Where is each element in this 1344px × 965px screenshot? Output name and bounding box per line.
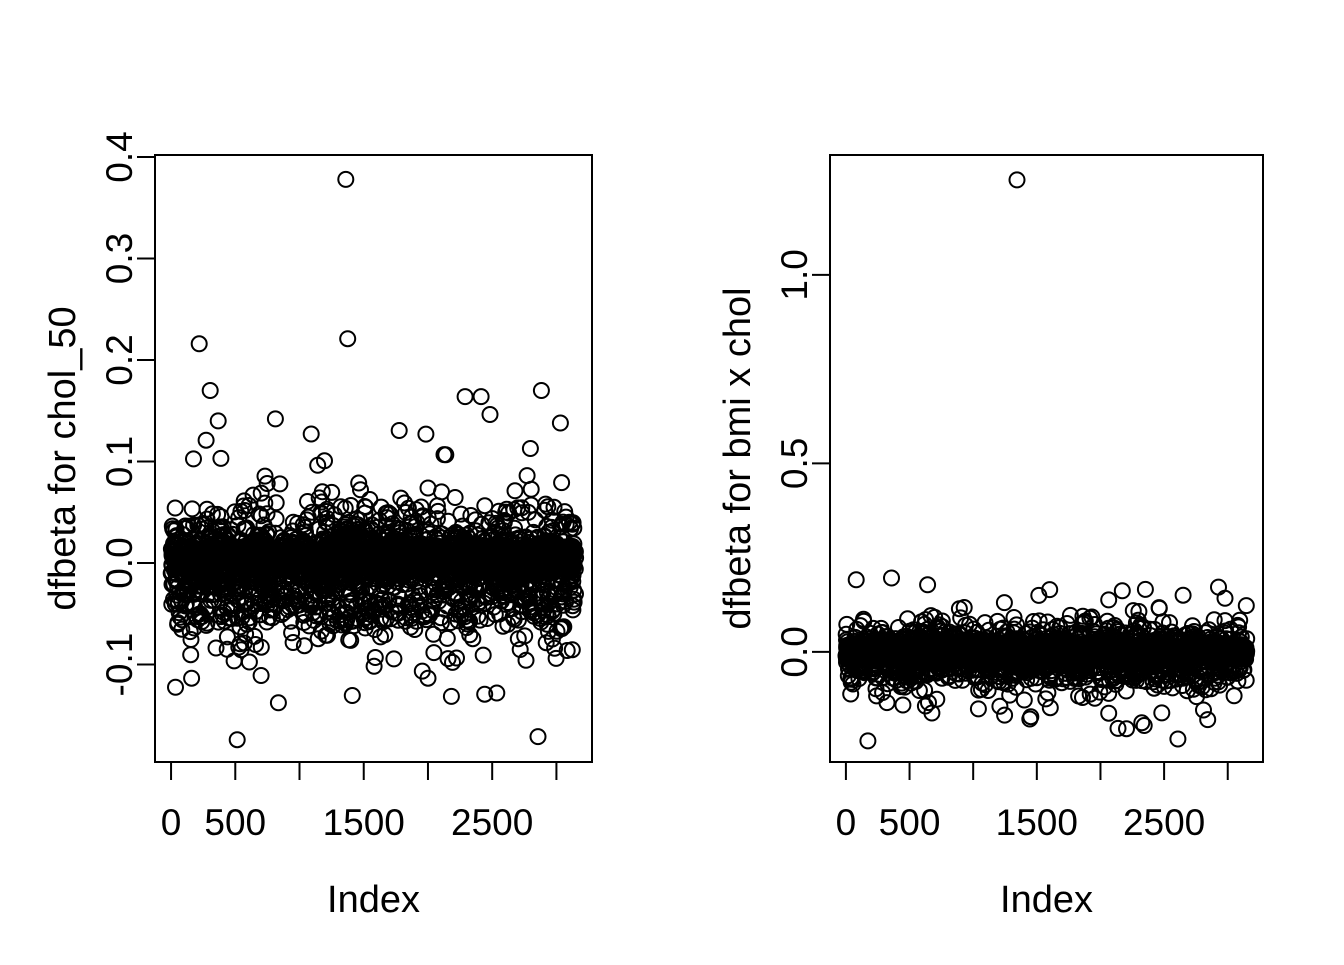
y-tick-label: 0.3 [99, 233, 140, 284]
y-axis-title: dfbeta for chol_50 [42, 306, 84, 610]
y-tick-label: 0.2 [99, 334, 140, 385]
data-point-outlier [338, 172, 353, 187]
data-point-outlier [418, 427, 433, 442]
data-point-outlier [920, 577, 935, 592]
y-tick-label: 0.1 [99, 436, 140, 487]
data-point-outlier [553, 416, 568, 431]
x-axis: 0 500 1500 2500 [161, 762, 557, 843]
data-point-outlier [199, 433, 214, 448]
data-point-outlier [884, 571, 899, 586]
data-point-outlier [203, 383, 218, 398]
x-axis-title: Index [327, 879, 420, 921]
y-tick-label: -0.1 [99, 633, 140, 697]
scatter-cloud [839, 572, 1255, 736]
panel-right-dfbeta-for-bmi-x-chol: 0 500 1500 2500 0.0 0.5 1.0 Index dfbeta for bmi… [717, 155, 1263, 921]
data-point-outlier [1170, 732, 1185, 747]
y-tick-label: 0.5 [774, 438, 815, 489]
x-tick-label: 1500 [996, 802, 1078, 843]
x-axis-title: Index [1000, 879, 1093, 921]
y-tick-label: 1.0 [774, 249, 815, 300]
plot-box [155, 155, 592, 762]
data-point-outlier [192, 336, 207, 351]
x-tick-label: 500 [204, 802, 266, 843]
x-tick-label: 2500 [1123, 802, 1205, 843]
data-point-outlier [534, 383, 549, 398]
data-point-outlier [211, 413, 226, 428]
data-point-outlier [860, 733, 875, 748]
data-point-outlier [458, 389, 473, 404]
y-tick-label: 0.4 [99, 131, 140, 182]
panel-left-dfbeta-for-chol-50: 0 500 1500 2500 -0.1 0.0 0.1 0.2 0.3 0.4 Index dfbe… [42, 131, 592, 921]
x-axis: 0 500 1500 2500 [836, 762, 1228, 843]
x-tick-label: 2500 [451, 802, 533, 843]
data-point-outlier [340, 331, 355, 346]
y-tick-label: 0.0 [774, 626, 815, 677]
y-axis: 0.0 0.5 1.0 [774, 249, 830, 677]
y-tick-label: 0.0 [99, 537, 140, 588]
x-tick-label: 0 [161, 802, 182, 843]
data-point-outlier [230, 732, 245, 747]
data-point-outlier [1010, 172, 1025, 187]
x-tick-label: 1500 [323, 802, 405, 843]
y-axis-title: dfbeta for bmi x chol [717, 287, 759, 629]
data-point-outlier [531, 729, 546, 744]
y-axis: -0.1 0.0 0.1 0.2 0.3 0.4 [99, 131, 155, 696]
x-tick-label: 500 [879, 802, 941, 843]
data-point-outlier [474, 389, 489, 404]
data-point-outlier [268, 411, 283, 426]
x-tick-label: 0 [836, 802, 857, 843]
data-point-outlier [1211, 580, 1226, 595]
scatter-cloud [164, 407, 583, 710]
